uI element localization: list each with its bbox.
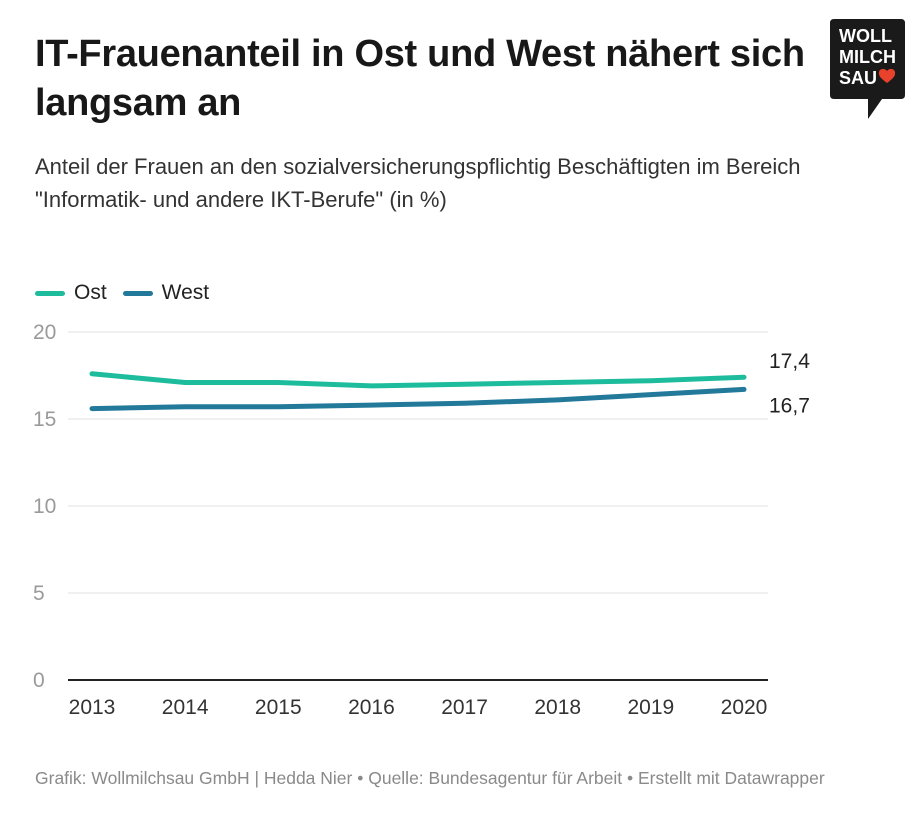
- y-tick-label-0: 0: [33, 669, 45, 692]
- legend-item-west: West: [122, 281, 210, 305]
- x-tick-label-2013: 2013: [69, 696, 116, 719]
- legend-item-ost: Ost: [35, 281, 107, 305]
- logo-line-3: SAU: [839, 68, 877, 88]
- legend-label-ost: Ost: [74, 281, 107, 304]
- end-labels: 17,4 16,7: [769, 350, 810, 417]
- x-tick-label-2017: 2017: [441, 696, 488, 719]
- end-label-west: 16,7: [769, 394, 810, 417]
- legend-swatch-west: [122, 290, 153, 296]
- y-tick-label-5: 5: [33, 582, 45, 605]
- x-tick-label-2019: 2019: [627, 696, 674, 719]
- logo-speech-bubble: [830, 19, 905, 119]
- logo-line-1: WOLL: [839, 26, 892, 46]
- wollmilchsau-logo: WOLL MILCH SAU: [830, 19, 905, 119]
- x-tick-label-2018: 2018: [534, 696, 581, 719]
- series-lines: [89, 371, 747, 412]
- legend-label-west: West: [161, 281, 210, 304]
- line-chart: 0 5 10 15 20 2013 2014 2015 2016 2017 2018 2019 202…: [33, 321, 810, 719]
- end-label-ost: 17,4: [769, 350, 810, 373]
- chart-subtitle: Anteil der Frauen an den sozialversicher…: [35, 154, 801, 212]
- grid-lines: [68, 331, 768, 681]
- heart-icon: [878, 68, 896, 83]
- y-tick-label-15: 15: [33, 408, 56, 431]
- legend-swatch-ost: [35, 290, 65, 296]
- x-tick-label-2015: 2015: [255, 696, 302, 719]
- x-tick-label-2020: 2020: [721, 696, 768, 719]
- y-tick-label-10: 10: [33, 495, 56, 518]
- chart-title: IT-Frauenanteil in Ost und West nähert s…: [35, 33, 805, 124]
- x-axis-labels: 2013 2014 2015 2016 2017 2018 2019 2020: [69, 696, 768, 719]
- logo-line-2: MILCH: [839, 47, 896, 67]
- series-line-west: [89, 386, 747, 412]
- x-tick-label-2014: 2014: [162, 696, 209, 719]
- footer-credits: Grafik: Wollmilchsau GmbH | Hedda Nier •…: [35, 768, 825, 788]
- legend: Ost West: [35, 280, 225, 306]
- series-line-ost: [89, 371, 747, 389]
- y-tick-label-20: 20: [33, 321, 56, 344]
- x-tick-label-2016: 2016: [348, 696, 395, 719]
- y-axis-labels: 0 5 10 15 20: [33, 321, 56, 692]
